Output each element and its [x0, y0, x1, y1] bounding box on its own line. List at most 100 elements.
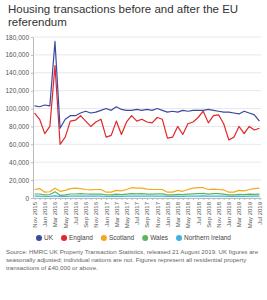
lines [35, 41, 260, 196]
x-tick-mark [244, 198, 245, 200]
x-tick-mark [249, 198, 250, 200]
x-tick-label: Jan 2019 [226, 201, 232, 226]
y-tick: 160,000 [6, 51, 34, 58]
x-tick [224, 198, 225, 200]
x-tick-mark [127, 198, 128, 200]
x-tick-mark [81, 198, 82, 200]
y-tick-label: 40,000 [9, 159, 29, 166]
x-tick-label: Nov 2017 [155, 201, 161, 227]
x-tick-mark [188, 198, 189, 200]
y-tick-mark [31, 37, 33, 38]
y-axis: 0 20,000 40,000 60,000 80,000 100,000 120,000 1… [6, 34, 34, 202]
grid-line [33, 37, 261, 38]
chart-svg: Housing transactions before and after th… [0, 0, 267, 300]
x-tick: Nov 2016 [93, 198, 99, 228]
x-tick-label: Nov 2015 [32, 201, 38, 227]
x-tick [70, 198, 71, 200]
series-line [35, 41, 260, 128]
x-tick-mark [35, 198, 36, 200]
grid-line [33, 54, 261, 55]
x-tick-label: Sep 2017 [144, 201, 150, 227]
text-line: Source: HMRC UK Property Transaction Sta… [6, 248, 259, 255]
y-tick: 0 [25, 195, 33, 202]
x-tick: Jan 2018 [165, 198, 171, 227]
x-tick: Mar 2016 [52, 198, 58, 227]
x-tick [91, 198, 92, 200]
x-tick [81, 198, 82, 200]
x-tick-mark [121, 198, 122, 200]
x-tick [152, 198, 153, 200]
x-tick-mark [162, 198, 163, 200]
y-tick: 60,000 [9, 141, 33, 148]
x-tick-mark [198, 198, 199, 200]
x-tick-mark [40, 198, 41, 200]
y-tick-mark [31, 126, 33, 127]
y-tick-label: 160,000 [6, 51, 30, 58]
x-tick-label: Jul 2017 [134, 201, 140, 224]
x-tick-mark [65, 198, 66, 200]
x-tick-label: Jan 2018 [165, 201, 171, 226]
x-tick [234, 198, 235, 200]
x-tick-label: May 2018 [185, 201, 191, 228]
y-tick-label: 140,000 [6, 69, 30, 76]
x-tick: Jul 2017 [134, 198, 140, 225]
x-tick [60, 198, 61, 200]
legend-swatch [36, 235, 42, 241]
x-tick-label: Mar 2016 [52, 201, 58, 227]
x-tick-label: Nov 2016 [93, 201, 99, 227]
x-tick: Nov 2018 [216, 198, 222, 228]
y-tick: 40,000 [9, 159, 33, 166]
x-tick-mark [142, 198, 143, 200]
x-tick [244, 198, 245, 200]
x-tick: Jan 2019 [226, 198, 232, 227]
x-tick: May 2016 [63, 198, 69, 228]
x-tick-mark [75, 198, 76, 200]
x-tick-label: Jan 2017 [104, 201, 110, 226]
y-tick: 180,000 [6, 34, 34, 41]
x-tick-mark [111, 198, 112, 200]
legend-label: UK [44, 234, 54, 241]
x-tick-mark [101, 198, 102, 200]
x-axis-line [34, 198, 262, 199]
x-tick [162, 198, 163, 200]
x-tick: May 2017 [124, 198, 130, 228]
source-note: Source: HMRC UK Property Transaction Sta… [6, 248, 259, 271]
y-tick: 120,000 [6, 87, 34, 94]
legend-item: Wales [142, 234, 169, 241]
y-tick: 100,000 [6, 105, 34, 112]
legend-label: Wales [150, 234, 169, 241]
x-tick [183, 198, 184, 200]
x-tick-mark [178, 198, 179, 200]
x-tick-mark [45, 198, 46, 200]
x-tick-mark [96, 198, 97, 200]
legend-item: Scotland [101, 234, 135, 241]
y-tick-label: 180,000 [6, 34, 30, 41]
text-line: referendum [8, 16, 67, 28]
y-tick-label: 80,000 [9, 123, 29, 130]
x-tick-mark [203, 198, 204, 200]
y-tick-mark [31, 144, 33, 145]
x-tick-label: Mar 2019 [236, 201, 242, 227]
x-tick: Jul 2018 [196, 198, 202, 225]
x-axis: Nov 2015Jan 2016Mar 2016May 2016Jul 2016… [32, 198, 263, 228]
x-tick-label: Nov 2018 [216, 201, 222, 227]
x-tick-mark [219, 198, 220, 200]
x-tick [50, 198, 51, 200]
legend-item: UK [36, 234, 54, 241]
series-line [35, 192, 260, 196]
y-tick-label: 0 [25, 195, 29, 202]
x-tick-mark [183, 198, 184, 200]
y-tick-label: 20,000 [9, 177, 29, 184]
x-tick-mark [254, 198, 255, 200]
legend-swatch [101, 235, 107, 241]
x-tick-mark [213, 198, 214, 200]
y-tick-mark [31, 109, 33, 110]
grid-line [33, 126, 261, 127]
y-tick-mark [31, 55, 33, 56]
grid-line [33, 90, 261, 91]
x-tick: Jan 2017 [104, 198, 110, 227]
x-tick [132, 198, 133, 200]
x-tick [213, 198, 214, 200]
x-tick-label: May 2016 [63, 201, 69, 228]
x-tick-mark [116, 198, 117, 200]
